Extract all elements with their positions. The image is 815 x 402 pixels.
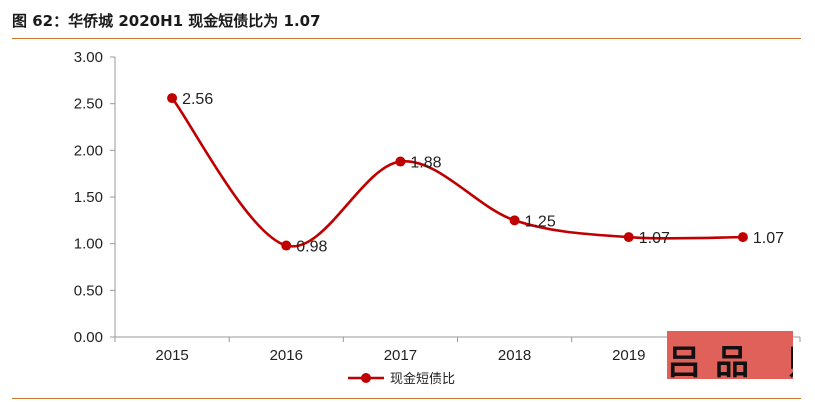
data-label: 1.88 [410,155,441,172]
y-tick-label: 2.50 [74,96,103,113]
data-point [623,232,634,243]
x-tick-label: 2017 [384,347,417,364]
legend: 现金短债比 [348,371,455,387]
watermark-text: 吕品 购 [667,343,793,379]
y-tick-label: 0.00 [74,329,103,346]
bottom-divider [12,398,801,399]
data-point [509,215,520,226]
y-tick-label: 0.50 [74,282,103,299]
y-tick-label: 3.00 [74,49,103,66]
data-point [737,232,748,243]
x-axis: 2015 2016 2017 2018 2019 [114,336,801,364]
watermark-stamp: 吕品 购 [667,331,793,379]
y-tick-label: 1.50 [74,189,103,206]
data-label: 1.07 [639,230,670,247]
figure-title: 图 62：华侨城 2020H1 现金短债比为 1.07 [12,12,321,30]
x-tick-label: 2015 [155,347,188,364]
data-label: 1.25 [525,213,556,230]
x-tick-label: 2019 [612,347,645,364]
y-tick-label: 2.00 [74,142,103,159]
data-label: 0.98 [296,239,327,256]
legend-label: 现金短债比 [390,371,455,387]
data-label: 2.56 [182,91,213,108]
x-tick-label: 2016 [270,347,303,364]
data-point [281,240,292,251]
data-point [167,93,178,104]
data-point [395,156,406,167]
x-tick-label: 2018 [498,347,531,364]
series-cash-short-debt-ratio: 2.56 0.98 1.88 1.25 1.07 1.07 [167,91,784,256]
y-tick-label: 1.00 [74,236,103,253]
series-line [171,97,743,248]
legend-marker [361,373,371,383]
data-label: 1.07 [753,230,784,247]
y-axis: 0.00 0.50 1.00 1.50 2.00 2.50 3.00 [74,49,116,346]
title-divider [12,38,801,39]
